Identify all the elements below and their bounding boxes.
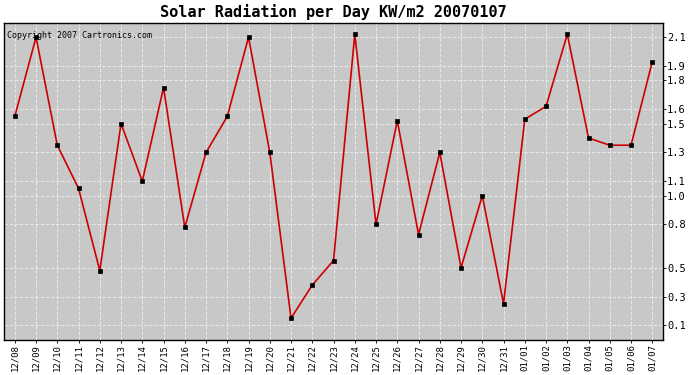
Title: Solar Radiation per Day KW/m2 20070107: Solar Radiation per Day KW/m2 20070107 [160, 4, 507, 20]
Text: Copyright 2007 Cartronics.com: Copyright 2007 Cartronics.com [8, 31, 152, 40]
